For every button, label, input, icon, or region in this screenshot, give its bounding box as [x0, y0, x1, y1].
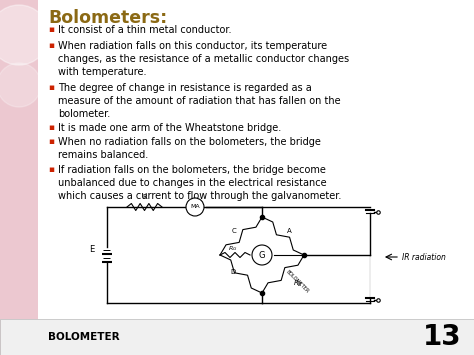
- Text: BOLOMETER: BOLOMETER: [285, 269, 310, 294]
- Text: A: A: [287, 228, 292, 234]
- Circle shape: [0, 5, 49, 65]
- Circle shape: [252, 245, 272, 265]
- Text: It is made one arm of the Wheatstone bridge.: It is made one arm of the Wheatstone bri…: [58, 123, 281, 133]
- Text: IR radiation: IR radiation: [402, 252, 446, 262]
- Circle shape: [186, 198, 204, 216]
- Text: E: E: [89, 246, 94, 255]
- Text: If radiation falls on the bolometers, the bridge become
unbalanced due to change: If radiation falls on the bolometers, th…: [58, 165, 341, 201]
- Text: 13: 13: [423, 323, 462, 351]
- FancyBboxPatch shape: [0, 0, 38, 355]
- Text: Bolometers:: Bolometers:: [48, 9, 167, 27]
- Text: When radiation falls on this conductor, its temperature
changes, as the resistan: When radiation falls on this conductor, …: [58, 41, 349, 77]
- Text: ▪: ▪: [48, 165, 54, 174]
- Text: ▪: ▪: [48, 41, 54, 50]
- FancyBboxPatch shape: [0, 319, 474, 355]
- Text: D: D: [230, 269, 235, 275]
- Text: When no radiation falls on the bolometers, the bridge
remains balanced.: When no radiation falls on the bolometer…: [58, 137, 321, 160]
- Text: R: R: [142, 194, 147, 200]
- Text: $R_G$: $R_G$: [228, 244, 238, 253]
- Text: ▪: ▪: [48, 25, 54, 34]
- Circle shape: [0, 63, 41, 107]
- Text: BOLOMETER: BOLOMETER: [48, 332, 119, 342]
- Text: C: C: [232, 228, 237, 234]
- Text: G: G: [259, 251, 265, 260]
- Text: The degree of change in resistance is regarded as a
measure of the amount of rad: The degree of change in resistance is re…: [58, 83, 341, 119]
- Text: ▪: ▪: [48, 83, 54, 92]
- Text: ▪: ▪: [48, 123, 54, 132]
- Text: MA: MA: [190, 204, 200, 209]
- Text: It consist of a thin metal conductor.: It consist of a thin metal conductor.: [58, 25, 231, 35]
- Text: ▪: ▪: [48, 137, 54, 146]
- Text: $R_B$: $R_B$: [293, 279, 303, 289]
